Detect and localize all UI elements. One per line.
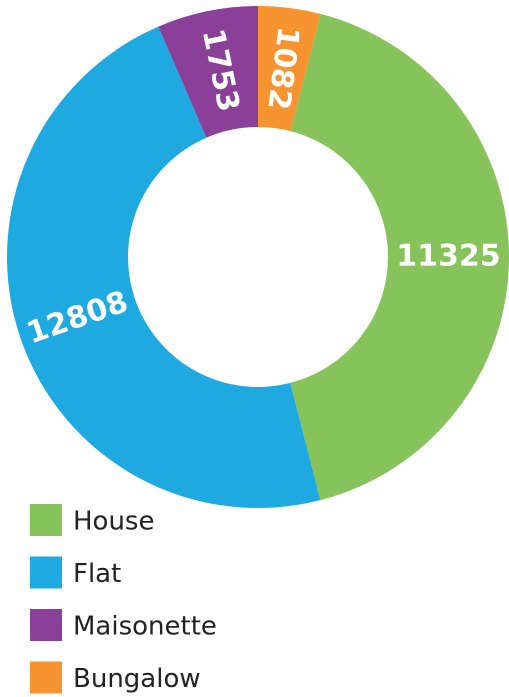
donut-slice bbox=[6, 26, 321, 509]
legend-swatch bbox=[30, 556, 62, 589]
donut-slice bbox=[158, 6, 258, 138]
legend-swatch bbox=[30, 609, 62, 641]
legend-swatch bbox=[30, 661, 62, 694]
legend-label: Maisonette bbox=[73, 612, 217, 642]
legend-swatch bbox=[30, 504, 62, 536]
donut-slice bbox=[258, 6, 321, 132]
legend-label: Flat bbox=[73, 559, 121, 589]
legend-label: House bbox=[73, 507, 154, 537]
slice-value-label: 11325 bbox=[396, 239, 500, 274]
legend-label: Bungalow bbox=[73, 664, 201, 694]
donut-slice bbox=[290, 13, 509, 501]
